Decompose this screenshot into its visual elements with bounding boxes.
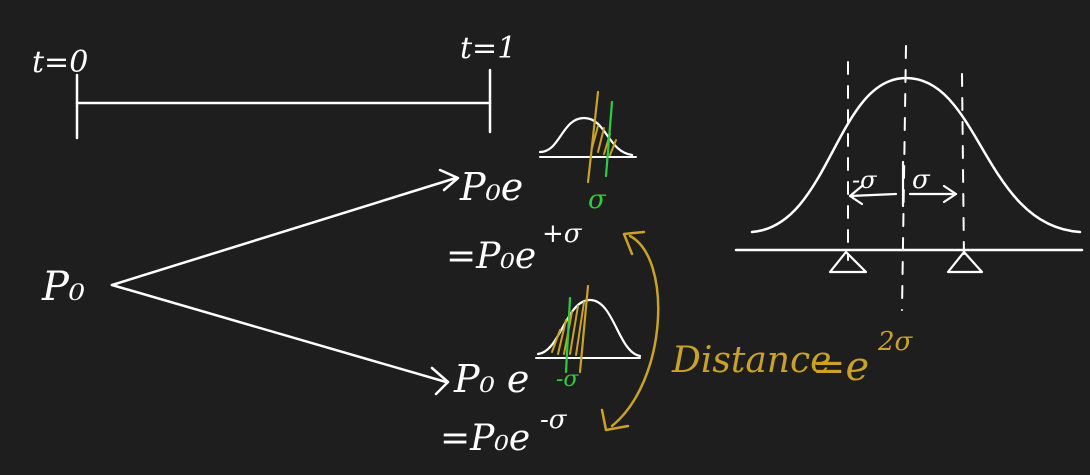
down-mini-gold-marker xyxy=(578,284,590,374)
big-curve-left-label: -σ xyxy=(852,166,877,194)
distance-arrow-curve xyxy=(610,234,660,428)
down-branch-result: =P₀e xyxy=(440,418,530,459)
up-branch-arrowhead xyxy=(438,168,460,192)
up-mini-sigma-label: σ xyxy=(588,185,607,215)
down-mini-bell-curve xyxy=(535,284,642,374)
up-mini-gold-marker xyxy=(586,90,600,184)
up-mini-green-marker xyxy=(604,100,614,178)
down-mini-curve-path xyxy=(536,298,642,358)
up-branch-line xyxy=(110,176,458,287)
up-mini-curve-path xyxy=(538,116,634,157)
big-curve-sigma-arrows xyxy=(848,160,958,208)
right-sigma-arrowhead xyxy=(942,184,958,204)
distance-arrow-head-top xyxy=(622,230,646,256)
guide-right xyxy=(961,73,965,261)
down-mini-green-marker xyxy=(564,296,572,374)
branches xyxy=(110,168,460,396)
down-branch-arrowhead xyxy=(430,366,450,396)
left-sigma-arrowhead xyxy=(848,184,864,206)
down-branch-expression: P₀ e xyxy=(453,357,529,401)
big-curve-right-label: σ xyxy=(912,165,931,195)
big-curve-left-foot xyxy=(828,250,868,274)
big-curve-right-foot xyxy=(946,250,984,274)
down-branch-line xyxy=(110,283,448,384)
distance-arrow xyxy=(600,230,660,432)
down-expr-base: P₀ e xyxy=(453,357,529,401)
down-mini-hatch xyxy=(551,301,585,356)
up-branch-result: =P₀e xyxy=(446,236,536,277)
big-curve-path xyxy=(750,76,1082,234)
up-result-base: =P₀e xyxy=(446,236,536,277)
up-mini-hatch xyxy=(591,125,617,156)
down-mini-sigma-label: -σ xyxy=(556,367,579,392)
up-expr-base: P₀e xyxy=(459,165,523,209)
timeline-end-label: t=1 xyxy=(460,31,516,66)
up-branch-expression: P₀e xyxy=(459,165,523,209)
down-result-exponent: -σ xyxy=(540,405,568,435)
distance-exponent: 2σ xyxy=(877,327,914,357)
timeline-start-label: t=0 xyxy=(32,45,88,80)
left-sigma-arrow xyxy=(848,192,898,198)
root-price-label: P₀ xyxy=(41,264,85,310)
up-mini-bell-curve xyxy=(538,90,637,184)
distance-label: Distance xyxy=(671,340,831,381)
distance-arrow-head-bottom xyxy=(600,408,630,432)
big-bell-curve xyxy=(734,45,1084,311)
down-result-base: =P₀e xyxy=(440,418,530,459)
distance-eq-base: =e xyxy=(812,344,869,390)
timeline xyxy=(75,68,492,140)
up-result-exponent: +σ xyxy=(542,219,583,249)
distance-equation: =e xyxy=(812,344,869,390)
